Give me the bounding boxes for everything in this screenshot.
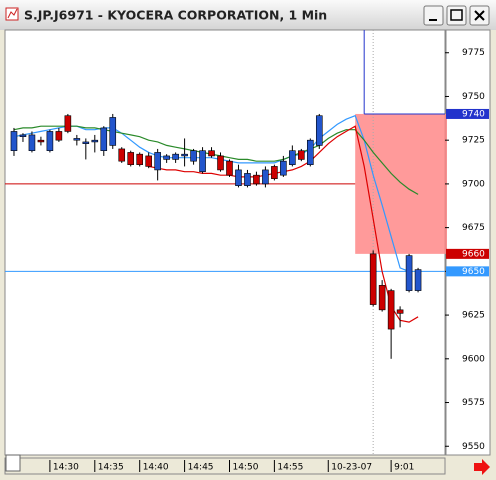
- candle-body: [136, 153, 143, 165]
- price-tag-label: 9740: [462, 109, 485, 119]
- x-tick-label: 14:30: [53, 463, 79, 473]
- window-icon-glyph: [7, 8, 18, 19]
- candle-body: [10, 131, 18, 151]
- candle-body: [235, 169, 242, 186]
- y-tick-label: 9625: [462, 311, 485, 321]
- candle-body: [378, 285, 386, 311]
- title-bar: [0, 0, 496, 30]
- y-tick-label: 9675: [462, 223, 485, 233]
- candle-body: [307, 139, 314, 165]
- candle-body: [271, 166, 278, 179]
- price-axis: [445, 29, 491, 456]
- candle-body: [91, 139, 99, 143]
- x-tick-label: 14:45: [188, 463, 214, 473]
- candle-body: [55, 131, 63, 141]
- candle-body: [414, 269, 422, 291]
- maximize-button[interactable]: [446, 5, 467, 26]
- candle-body: [154, 152, 161, 171]
- candle-body: [289, 150, 296, 165]
- price-tag: [446, 266, 489, 277]
- candle-body: [262, 169, 269, 185]
- candle-body: [280, 160, 287, 176]
- price-tag-label: 9660: [462, 249, 485, 259]
- candle-body: [190, 150, 197, 162]
- candle-body: [217, 155, 224, 171]
- window-title: S.JP.J6971 - KYOCERA CORPORATION, 1 Min: [24, 8, 327, 23]
- candle-body: [199, 150, 206, 172]
- y-tick-label: 9725: [462, 136, 485, 146]
- candle-body: [387, 290, 395, 330]
- maximize-glyph: [450, 9, 463, 21]
- x-tick-label: 14:35: [98, 463, 124, 473]
- candle-body: [181, 153, 188, 157]
- candle-body: [118, 148, 126, 162]
- plot: 9550 9575 9600 9625 9650 9675 9700 9725 9750 9775…: [5, 30, 489, 473]
- candle-body: [315, 115, 323, 146]
- scroll-arrow[interactable]: [474, 459, 490, 475]
- y-tick-label: 9575: [462, 398, 485, 408]
- candle-body: [226, 160, 233, 176]
- y-tick-label: 9600: [462, 354, 485, 364]
- price-tag-label: 9650: [462, 267, 485, 277]
- y-tick-label: 9750: [462, 92, 485, 102]
- candle-body: [73, 138, 81, 141]
- candle-body: [369, 253, 377, 305]
- candle-body: [37, 139, 45, 143]
- corner-box[interactable]: [5, 454, 21, 472]
- candle-body: [405, 255, 413, 291]
- candle-body: [82, 141, 90, 144]
- candle-body: [46, 131, 54, 151]
- x-tick-label: 14:40: [143, 463, 169, 473]
- price-tag: [446, 108, 489, 119]
- candle-body: [109, 117, 117, 146]
- candle-body: [127, 152, 135, 165]
- candle-body: [172, 153, 179, 160]
- candle-body: [19, 134, 27, 137]
- target-zone: [355, 113, 447, 254]
- candle-body: [28, 134, 36, 151]
- candle-body: [396, 309, 404, 314]
- y-tick-label: 9550: [462, 442, 485, 452]
- candle-body: [145, 155, 152, 167]
- x-tick-label: 14:50: [232, 463, 258, 473]
- y-tick-label: 9700: [462, 179, 485, 189]
- y-tick-label: 9775: [462, 48, 485, 58]
- minimize-button[interactable]: [423, 5, 444, 26]
- candle-body: [208, 150, 215, 157]
- window-buttons: [423, 5, 490, 26]
- close-glyph: [474, 10, 485, 21]
- candle-body: [163, 155, 170, 160]
- ma-line: [13, 125, 419, 195]
- candle-body: [64, 115, 72, 132]
- x-tick-label: 14:55: [277, 463, 303, 473]
- x-tick-label: 10-23-07: [331, 463, 372, 473]
- candle-body: [100, 127, 108, 151]
- time-axis: [4, 457, 446, 475]
- candle-body: [298, 150, 305, 160]
- candle-body: [244, 173, 251, 186]
- price-tag: [446, 248, 489, 259]
- candle-body: [253, 174, 260, 185]
- x-tick-label: 9:01: [394, 463, 414, 473]
